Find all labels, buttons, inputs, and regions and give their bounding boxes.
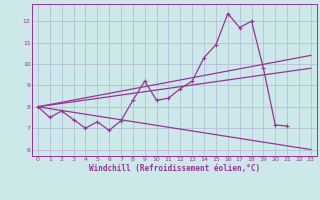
X-axis label: Windchill (Refroidissement éolien,°C): Windchill (Refroidissement éolien,°C) <box>89 164 260 173</box>
